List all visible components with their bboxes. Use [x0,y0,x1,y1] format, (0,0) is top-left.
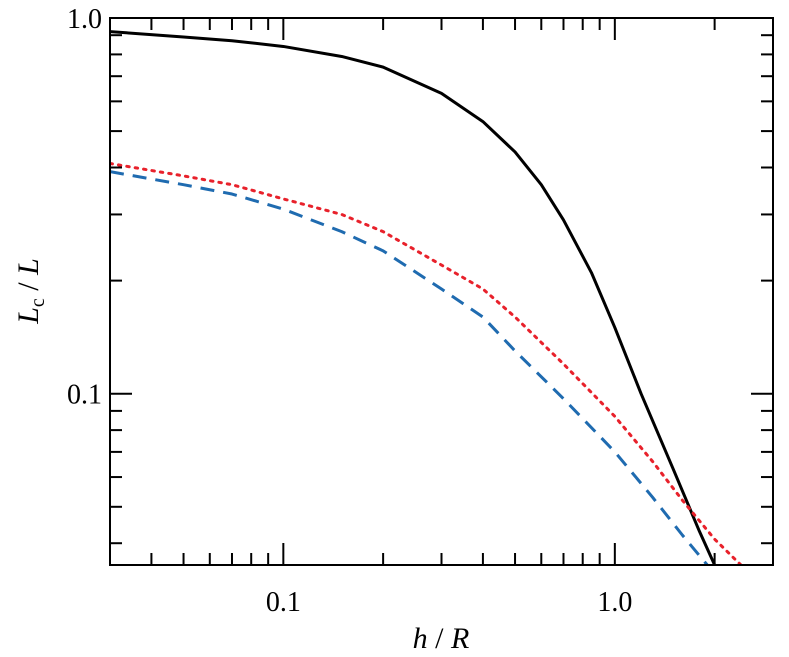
series-layer [110,30,743,565]
y-axis-label: Lc / L [12,258,49,325]
y-tick-label: 1.0 [67,4,102,35]
y-tick-label: 0.1 [67,380,102,411]
series-line-dashed [110,170,709,565]
series-line-dotted [110,161,743,565]
x-tick-label: 0.1 [266,587,301,618]
x-tick-label: 1.0 [597,587,632,618]
tick-layer: 0.1 1.0 0.1 1.0 [67,4,774,618]
series-line-solid [110,30,716,565]
plot-frame [109,17,774,566]
x-axis-label: h / R [413,622,470,655]
